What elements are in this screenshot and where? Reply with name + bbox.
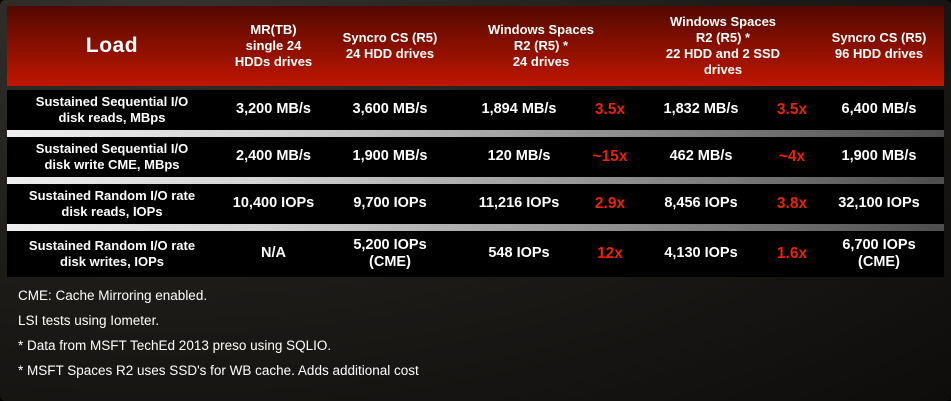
multiplier-spaces-24: 2.9x [594,195,626,212]
value-syncro-96: 32,100 IOPs [838,195,920,212]
multiplier-spaces-22hdd-2ssd: 3.5x [776,101,808,118]
row-label: Sustained Random I/O rate disk reads, IO… [28,188,196,219]
value-spaces-24: 1,894 MB/s [481,101,557,118]
value-spaces-24: 11,216 IOPs [478,195,560,212]
table-header-row: Load MR(TB) single 24 HDDs drives Syncro… [7,6,944,86]
value-mr: 3,200 MB/s [236,101,311,118]
value-mr: N/A [261,245,286,262]
column-header-syncro-96: Syncro CS (R5) 96 HDD drives [831,30,927,61]
footnote-ssd-cache: * MSFT Spaces R2 uses SSD's for WB cache… [18,363,419,378]
value-mr: 10,400 IOPs [232,195,315,212]
value-syncro-96: 6,700 IOPs (CME) [842,236,916,270]
multiplier-spaces-22hdd-2ssd: 1.6x [776,245,808,262]
row-divider [7,224,944,231]
multiplier-spaces-22hdd-2ssd: ~4x [778,148,806,165]
multiplier-spaces-24: 3.5x [594,101,626,118]
value-spaces-22hdd-2ssd: 1,832 MB/s [663,101,739,118]
load-column-header: Load [85,34,139,58]
footnote-teched: * Data from MSFT TechEd 2013 preso using… [18,338,332,353]
value-spaces-22hdd-2ssd: 4,130 IOPs [664,245,738,262]
value-spaces-22hdd-2ssd: 8,456 IOPs [664,195,738,212]
footnotes: CME: Cache Mirroring enabled. LSI tests … [18,288,419,388]
benchmark-table: Load MR(TB) single 24 HDDs drives Syncro… [7,6,944,277]
multiplier-spaces-22hdd-2ssd: 3.8x [776,195,808,212]
value-syncro-96: 1,900 MB/s [841,148,917,165]
footnote-iometer: LSI tests using Iometer. [18,313,160,328]
value-spaces-22hdd-2ssd: 462 MB/s [669,148,733,165]
value-mr: 2,400 MB/s [236,148,311,165]
row-label: Sustained Sequential I/O disk write CME,… [35,141,189,172]
multiplier-spaces-24: 12x [597,245,623,262]
table-row-seq-reads: Sustained Sequential I/O disk reads, MBp… [7,90,944,130]
value-syncro-24: 1,900 MB/s [352,148,428,165]
column-header-mr-tb: MR(TB) single 24 HDDs drives [234,22,313,69]
column-header-spaces-22hdd-2ssd: Windows Spaces R2 (R5) * 22 HDD and 2 SS… [665,14,781,77]
row-label: Sustained Random I/O rate disk writes, I… [28,238,196,269]
multiplier-spaces-24: ~15x [592,148,628,165]
footnote-cme: CME: Cache Mirroring enabled. [18,288,208,303]
value-spaces-24: 548 IOPs [488,245,550,262]
row-label: Sustained Sequential I/O disk reads, MBp… [35,94,189,125]
table-row-seq-writes: Sustained Sequential I/O disk write CME,… [7,137,944,177]
row-divider [7,177,944,184]
column-header-spaces-24: Windows Spaces R2 (R5) * 24 drives [487,22,595,69]
value-syncro-24: 3,600 MB/s [352,101,428,118]
value-syncro-24: 5,200 IOPs (CME) [353,236,427,270]
value-syncro-96: 6,400 MB/s [841,101,917,118]
row-divider [7,130,944,137]
table-row-random-reads: Sustained Random I/O rate disk reads, IO… [7,184,944,224]
value-spaces-24: 120 MB/s [487,148,551,165]
value-syncro-24: 9,700 IOPs [353,195,427,212]
table-row-random-writes: Sustained Random I/O rate disk writes, I… [7,231,944,277]
column-header-syncro-24: Syncro CS (R5) 24 HDD drives [342,30,438,61]
